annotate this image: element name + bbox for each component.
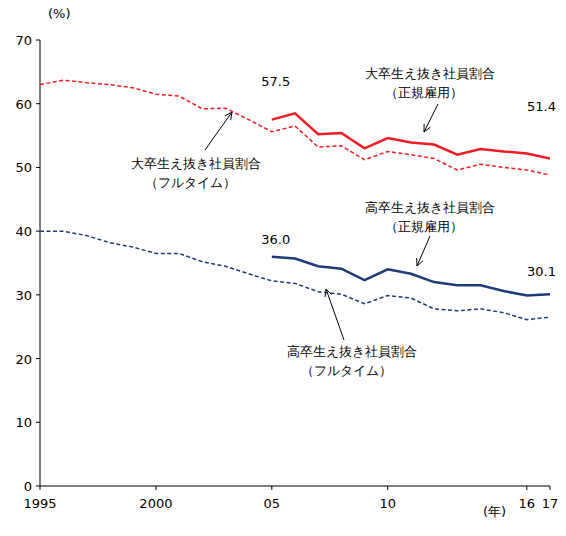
data-label: 30.1 [527,264,556,279]
y-tick-label: 60 [15,97,32,112]
x-tick [550,486,551,490]
x-tick-label: 16 [519,496,536,511]
y-tick-label: 70 [15,33,32,48]
y-tick [36,103,40,104]
y-tick-label: 40 [15,224,32,239]
annotation-arrowhead [417,258,423,266]
annotation-line: （フルタイム） [145,175,236,190]
y-tick-label: 10 [15,415,32,430]
annotation-arrow [424,104,438,132]
y-tick [36,422,40,423]
y-tick-label: 0 [24,479,32,494]
annotation-line: 大卒生え抜き社員割合 [131,156,261,171]
series-annotation: 高卒生え抜き社員割合 （フルタイム） [287,344,417,378]
annotation-line: （正規雇用） [385,219,463,234]
annotation-line: 高卒生え抜き社員割合 [365,200,495,215]
x-tick [526,486,527,490]
y-tick [36,294,40,295]
x-tick [40,486,41,490]
annotation-line: （フルタイム） [301,363,392,378]
data-label: 36.0 [261,232,290,247]
series-line [272,113,550,158]
x-tick [271,486,272,490]
y-tick [36,358,40,359]
x-tick [155,486,156,490]
annotation-line: （正規雇用） [385,85,463,100]
x-axis-label: (年) [483,504,506,519]
annotation-arrow [417,236,430,266]
y-tick-label: 50 [15,160,32,175]
y-axis-line [40,40,41,486]
x-tick-label: 17 [542,496,559,511]
data-label: 57.5 [261,74,290,89]
annotation-arrowhead [325,289,332,297]
series-group [40,80,550,320]
x-tick-label: 05 [264,496,281,511]
series-line [40,231,550,320]
x-tick [387,486,388,490]
series-annotation: 大卒生え抜き社員割合 （フルタイム） [131,156,261,190]
annotation-line: 大卒生え抜き社員割合 [365,66,495,81]
y-tick [36,40,40,41]
y-axis-label: (%) [48,6,71,21]
y-tick [36,486,40,487]
annotation-arrow [205,112,232,150]
y-tick [36,167,40,168]
series-line [40,80,550,175]
y-tick-label: 20 [15,352,32,367]
series-annotation: 大卒生え抜き社員割合 （正規雇用） [365,66,495,100]
data-label: 51.4 [527,99,556,114]
annotation-arrowhead [424,124,430,132]
x-tick-label: 10 [379,496,396,511]
annotation-arrow [326,289,344,340]
annotation-arrowhead [225,112,232,120]
x-axis-line [40,486,550,487]
series-annotation: 高卒生え抜き社員割合 （正規雇用） [365,200,495,234]
y-tick-label: 30 [15,288,32,303]
annotation-line: 高卒生え抜き社員割合 [287,344,417,359]
x-tick-label: 2000 [139,496,172,511]
x-tick-label: 1995 [23,496,56,511]
chart: 0 10 20 30 40 50 60 70 1995 2000 05 10 16 17 (%) (年) 57.… [0,0,566,536]
y-tick [36,231,40,232]
